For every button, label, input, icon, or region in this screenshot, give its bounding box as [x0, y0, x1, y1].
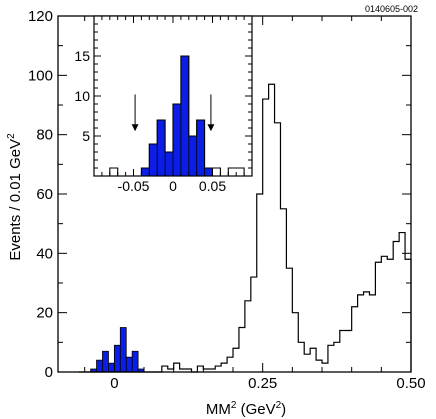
signal-bar — [96, 360, 103, 372]
inset-plot-frame — [93, 15, 253, 177]
signal-outline — [90, 327, 145, 372]
x-tick-label: 0.05 — [199, 178, 226, 194]
main-y-axis-label: Events / 0.01 GeV2 — [6, 133, 24, 261]
signal-bar — [165, 152, 173, 176]
signal-bar — [188, 136, 197, 176]
signal-bar — [138, 369, 145, 372]
selection-arrow-head — [131, 124, 139, 132]
y-tick-label: 100 — [28, 67, 53, 84]
signal-bar — [173, 104, 181, 176]
y-tick-label: 60 — [36, 186, 53, 203]
inset-y-tick-labels: 5 10 15 — [74, 48, 90, 144]
y-tick-label: 10 — [74, 88, 90, 104]
main-signal-bars — [90, 327, 145, 372]
x-tick-label: -0.05 — [118, 178, 150, 194]
selection-arrow-head — [207, 124, 215, 132]
signal-bar — [120, 327, 127, 372]
x-tick-label: 0.25 — [248, 375, 277, 392]
signal-bar — [132, 351, 139, 372]
main-histogram-outline — [78, 83, 412, 373]
signal-bar — [141, 168, 150, 176]
signal-bar — [180, 56, 189, 176]
inset-x-tick-labels: -0.05 0 0.05 — [118, 178, 227, 194]
signal-bar — [126, 357, 133, 372]
x-tick-label: 0 — [110, 375, 118, 392]
y-tick-label: 5 — [82, 128, 90, 144]
signal-bar — [204, 168, 213, 176]
y-tick-label: 120 — [28, 8, 53, 25]
inset-axis-ticks — [93, 15, 253, 177]
main-x-axis-label: MM2 (GeV2) — [206, 400, 286, 418]
y-tick-label: 40 — [36, 245, 53, 262]
signal-bar — [149, 144, 158, 176]
y-tick-label: 15 — [74, 48, 90, 64]
signal-bar — [90, 369, 97, 372]
main-y-tick-labels: 0 20 40 60 80 100 120 — [28, 8, 53, 381]
signal-bar — [102, 351, 109, 372]
x-tick-label: 0 — [169, 178, 177, 194]
inset-selection-arrows — [131, 94, 215, 132]
signal-bar — [114, 345, 121, 372]
signal-bar — [196, 120, 205, 176]
main-x-tick-labels: 0 0.25 0.50 — [110, 375, 425, 392]
signal-bar — [157, 120, 166, 176]
x-tick-label: 0.50 — [396, 375, 425, 392]
signal-bar — [108, 363, 115, 372]
y-tick-label: 20 — [36, 305, 53, 322]
inset-chart: 5 10 15 -0.05 0 0.05 — [74, 15, 253, 194]
y-tick-label: 80 — [36, 127, 53, 144]
y-tick-label: 0 — [45, 364, 53, 381]
figure-code: 0140605-002 — [365, 4, 418, 14]
